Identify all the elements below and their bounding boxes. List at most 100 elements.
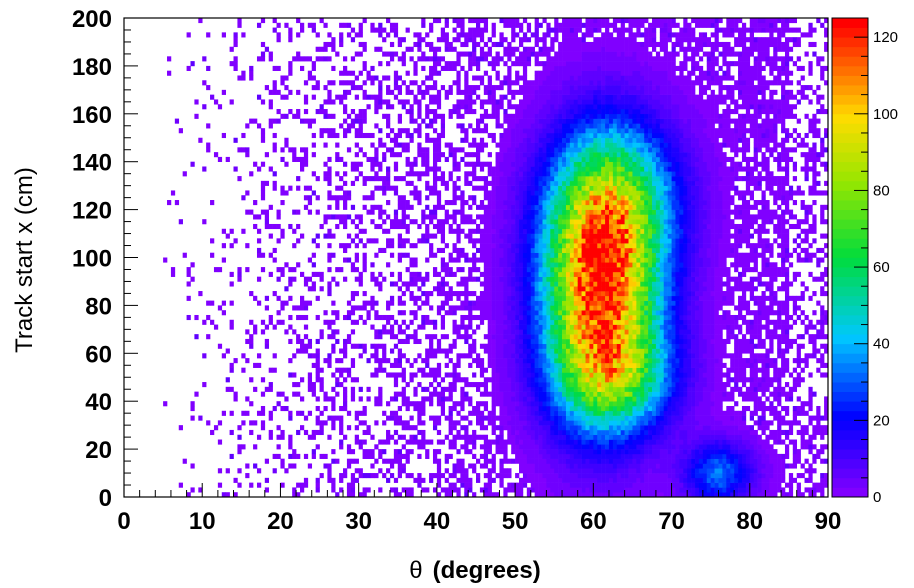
heatmap-cell — [464, 128, 469, 134]
heatmap-cell — [569, 324, 575, 330]
heatmap-cell — [401, 310, 406, 316]
heatmap-cell — [468, 180, 473, 186]
heatmap-cell — [573, 219, 578, 225]
heatmap-cell — [311, 362, 316, 368]
heatmap-cell — [511, 171, 516, 177]
heatmap-cell — [569, 252, 575, 258]
heatmap-cell — [499, 238, 504, 244]
heatmap-cell — [593, 61, 598, 67]
heatmap-cell — [366, 396, 371, 402]
heatmap-cell — [253, 420, 258, 426]
heatmap-cell — [479, 425, 485, 431]
heatmap-cell — [256, 362, 262, 368]
heatmap-cell — [581, 180, 586, 186]
heatmap-cell — [569, 453, 575, 459]
heatmap-cell — [546, 156, 551, 162]
heatmap-cell — [577, 128, 582, 134]
heatmap-cell — [581, 401, 586, 407]
heatmap-cell — [542, 128, 547, 134]
heatmap-cell — [464, 295, 469, 301]
heatmap-cell — [530, 444, 535, 450]
heatmap-cell — [479, 219, 485, 225]
heatmap-cell — [452, 247, 457, 254]
heatmap-cell — [515, 180, 520, 186]
heatmap-cell — [456, 228, 461, 234]
heatmap-cell — [382, 276, 387, 282]
heatmap-cell — [429, 123, 434, 129]
heatmap-cell — [589, 367, 594, 373]
heatmap-cell — [577, 358, 582, 364]
heatmap-cell — [343, 473, 348, 479]
heatmap-cell — [452, 372, 457, 378]
heatmap-cell — [577, 214, 582, 220]
heatmap-cell — [507, 281, 512, 287]
heatmap-cell — [409, 401, 414, 407]
heatmap-cell — [245, 473, 250, 479]
heatmap-cell — [499, 367, 504, 373]
heatmap-cell — [565, 70, 571, 76]
heatmap-cell — [530, 243, 535, 249]
heatmap-cell — [542, 209, 547, 215]
heatmap-cell — [436, 291, 442, 297]
heatmap-cell — [495, 492, 500, 498]
heatmap-cell — [542, 449, 547, 455]
heatmap-cell — [276, 209, 281, 215]
heatmap-cell — [499, 200, 504, 206]
heatmap-cell — [542, 477, 547, 483]
heatmap-cell — [515, 156, 520, 162]
heatmap-cell — [280, 300, 285, 306]
heatmap-cell — [233, 358, 238, 364]
heatmap-cell — [374, 99, 379, 105]
heatmap-cell — [589, 372, 594, 378]
heatmap-cell — [511, 195, 516, 201]
heatmap-cell — [460, 415, 465, 421]
heatmap-cell — [268, 252, 273, 258]
heatmap-cell — [589, 137, 594, 143]
heatmap-cell — [487, 334, 492, 340]
heatmap-cell — [542, 152, 547, 158]
heatmap-cell — [550, 334, 555, 340]
heatmap-cell — [530, 453, 535, 459]
heatmap-cell — [350, 477, 356, 483]
heatmap-cell — [534, 324, 539, 330]
heatmap-cell — [268, 56, 273, 62]
heatmap-cell — [569, 223, 575, 230]
heatmap-cell — [409, 334, 414, 340]
heatmap-cell — [409, 439, 414, 445]
heatmap-cell — [554, 353, 559, 359]
heatmap-cell — [589, 362, 594, 368]
heatmap-cell — [288, 410, 293, 416]
heatmap-cell — [300, 65, 305, 71]
heatmap-cell — [550, 473, 555, 479]
heatmap-cell — [573, 238, 578, 244]
heatmap-cell — [530, 420, 535, 426]
heatmap-cell — [546, 51, 551, 57]
heatmap-cell — [393, 492, 399, 498]
heatmap-cell — [515, 228, 520, 234]
heatmap-cell — [389, 334, 395, 340]
heatmap-cell — [331, 348, 336, 354]
heatmap-cell — [577, 434, 582, 440]
heatmap-cell — [346, 492, 352, 498]
heatmap-cell — [476, 353, 481, 359]
heatmap-cell — [479, 51, 485, 57]
heatmap-cell — [354, 458, 359, 464]
heatmap-cell — [585, 343, 590, 349]
heatmap-cell — [534, 113, 539, 119]
heatmap-cell — [491, 223, 496, 230]
heatmap-cell — [354, 132, 359, 139]
heatmap-cell — [401, 281, 406, 287]
heatmap-cell — [370, 94, 375, 100]
heatmap-cell — [577, 37, 582, 43]
heatmap-cell — [569, 468, 575, 474]
heatmap-cell — [526, 123, 532, 129]
heatmap-cell — [550, 80, 555, 86]
heatmap-cell — [534, 262, 539, 268]
heatmap-cell — [511, 305, 516, 311]
heatmap-cell — [569, 410, 575, 416]
heatmap-cell — [456, 238, 461, 244]
heatmap-cell — [288, 295, 293, 301]
heatmap-cell — [425, 147, 430, 153]
heatmap-cell — [562, 27, 567, 33]
heatmap-cell — [331, 396, 336, 402]
